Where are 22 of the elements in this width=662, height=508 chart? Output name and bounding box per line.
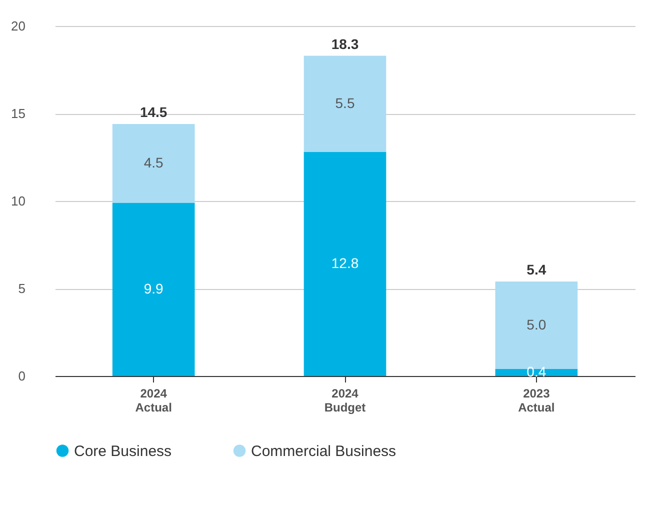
bar [304, 56, 386, 152]
y-tick-label: 0 [18, 368, 26, 384]
y-tick-label: 5 [18, 281, 26, 296]
data-label: 12.8 [331, 255, 359, 271]
total-label: 18.3 [331, 36, 359, 52]
bar [112, 124, 195, 203]
total-label: 5.4 [526, 262, 546, 278]
x-tick-label: 2024 Budget [324, 386, 366, 414]
legend-label: Core Business [74, 442, 172, 460]
data-label: 9.9 [144, 280, 164, 296]
y-tick-label: 20 [11, 18, 26, 34]
y-tick-label: 10 [11, 194, 26, 208]
legend-label: Commercial Business [251, 442, 396, 460]
x-tick-label: 2023 Actual [518, 386, 555, 414]
bar [304, 152, 386, 376]
data-label: 5.5 [335, 94, 355, 111]
data-label: 5.0 [526, 316, 546, 332]
x-tick-label: 2024 Actual [135, 386, 172, 414]
y-tick-label: 15 [11, 106, 26, 121]
total-label: 14.5 [140, 104, 168, 120]
data-label: 4.5 [144, 154, 164, 170]
bar [112, 202, 195, 376]
